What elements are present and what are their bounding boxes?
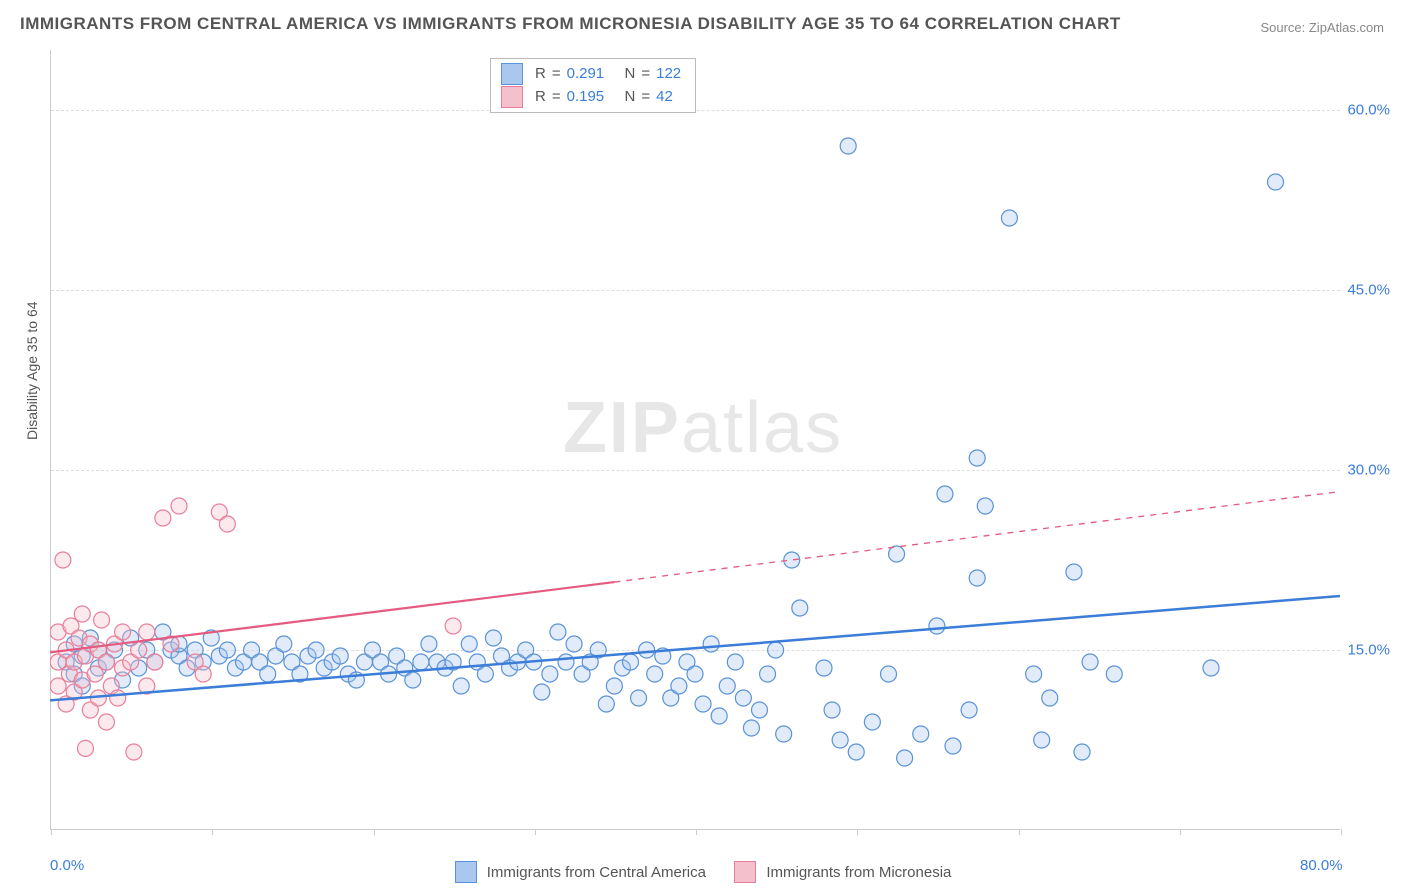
stat-eq: =	[641, 86, 650, 109]
stat-N-label: N	[625, 86, 636, 109]
legend-item-2: Immigrants from Micronesia	[734, 864, 951, 881]
y-tick-label: 60.0%	[1347, 102, 1390, 119]
bottom-legend: Immigrants from Central America Immigran…	[0, 862, 1406, 884]
y-tick-label: 45.0%	[1347, 282, 1390, 299]
stat-R-label: R	[535, 63, 546, 86]
legend-swatch-2	[734, 861, 756, 883]
x-tick-mark	[1180, 829, 1181, 835]
chart-source: Source: ZipAtlas.com	[1260, 20, 1384, 35]
x-tick-mark	[1341, 829, 1342, 835]
legend-item-1: Immigrants from Central America	[455, 864, 711, 881]
y-axis-label: Disability Age 35 to 64	[24, 301, 40, 440]
x-tick-mark	[1019, 829, 1020, 835]
swatch-series-2	[501, 86, 523, 108]
stat-N-value-2: 42	[656, 86, 673, 109]
y-tick-label: 30.0%	[1347, 462, 1390, 479]
x-tick-mark	[857, 829, 858, 835]
x-tick-mark	[51, 829, 52, 835]
stats-box: R = 0.291 N = 122 R = 0.195 N = 42	[490, 58, 696, 113]
x-tick-mark	[696, 829, 697, 835]
x-tick-mark	[374, 829, 375, 835]
x-tick-mark	[212, 829, 213, 835]
stat-eq: =	[552, 86, 561, 109]
legend-swatch-1	[455, 861, 477, 883]
grid-line	[51, 650, 1340, 651]
grid-line	[51, 290, 1340, 291]
stats-row-2: R = 0.195 N = 42	[501, 86, 681, 109]
x-tick-mark	[535, 829, 536, 835]
legend-label-1: Immigrants from Central America	[487, 864, 706, 881]
stat-R-value-2: 0.195	[567, 86, 605, 109]
stat-eq: =	[552, 63, 561, 86]
stat-N-value-1: 122	[656, 63, 681, 86]
stat-R-label: R	[535, 86, 546, 109]
plot-area	[50, 50, 1340, 830]
stat-eq: =	[641, 63, 650, 86]
swatch-series-1	[501, 63, 523, 85]
grid-line	[51, 470, 1340, 471]
stat-N-label: N	[625, 63, 636, 86]
stats-row-1: R = 0.291 N = 122	[501, 63, 681, 86]
stat-R-value-1: 0.291	[567, 63, 605, 86]
chart-container: IMMIGRANTS FROM CENTRAL AMERICA VS IMMIG…	[0, 0, 1406, 892]
y-tick-label: 15.0%	[1347, 642, 1390, 659]
legend-label-2: Immigrants from Micronesia	[766, 864, 951, 881]
chart-title: IMMIGRANTS FROM CENTRAL AMERICA VS IMMIG…	[20, 14, 1121, 34]
